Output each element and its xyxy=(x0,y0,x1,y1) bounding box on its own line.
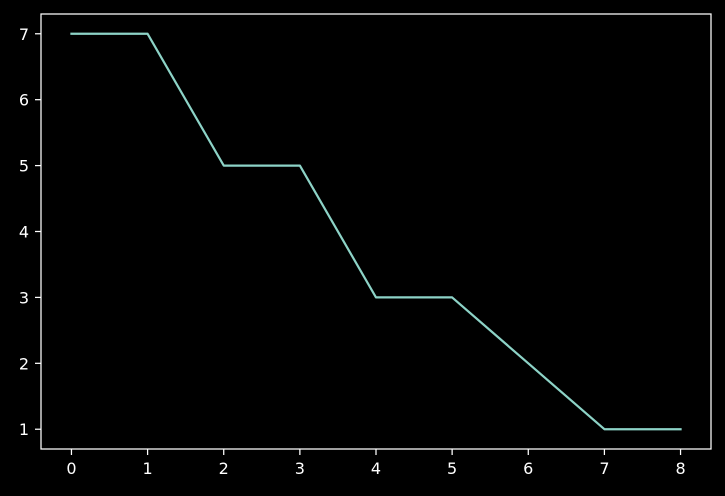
y-tick-label: 1 xyxy=(19,420,29,439)
y-tick-label: 7 xyxy=(19,25,29,44)
y-tick-label: 2 xyxy=(19,354,29,373)
y-tick-label: 3 xyxy=(19,288,29,307)
y-tick-label: 4 xyxy=(19,223,29,242)
series-line xyxy=(70,32,682,431)
x-tick-label: 1 xyxy=(142,459,152,478)
x-tick-label: 7 xyxy=(599,459,609,478)
x-tick-label: 3 xyxy=(295,459,305,478)
y-tick-label: 5 xyxy=(19,157,29,176)
x-tick-label: 5 xyxy=(447,459,457,478)
x-tick-label: 6 xyxy=(523,459,533,478)
x-tick-label: 8 xyxy=(675,459,685,478)
x-tick-label: 0 xyxy=(66,459,76,478)
x-tick-label: 4 xyxy=(371,459,381,478)
x-axis-ticks: 0 1 2 3 4 5 6 7 8 xyxy=(66,449,686,478)
y-axis-ticks: 1 2 3 4 5 6 7 xyxy=(19,25,41,439)
y-tick-label: 6 xyxy=(19,91,29,110)
x-tick-label: 2 xyxy=(219,459,229,478)
plot-area xyxy=(70,32,682,431)
axes-frame xyxy=(40,13,712,450)
